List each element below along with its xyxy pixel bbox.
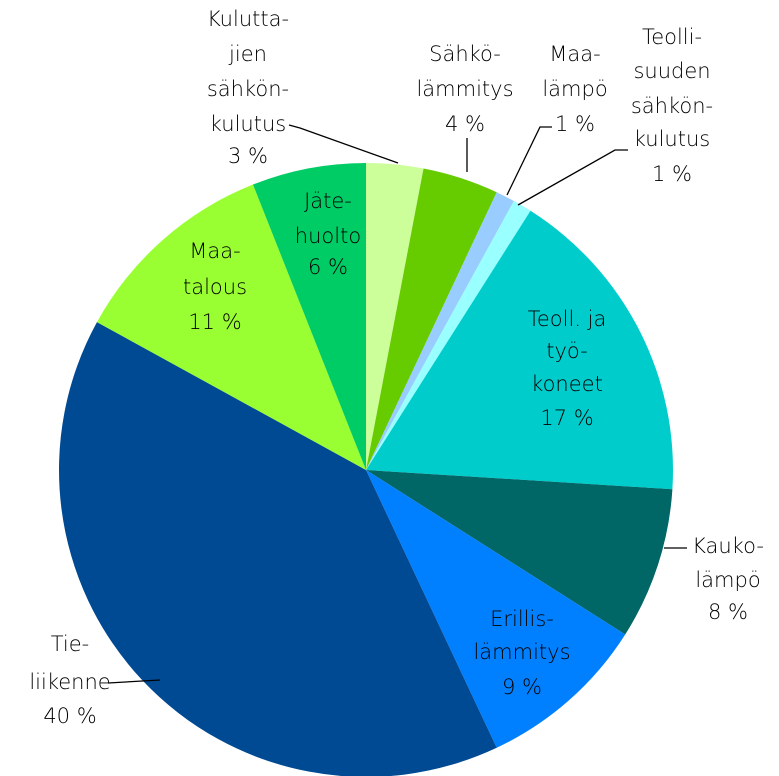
slice-label: Tie- [51, 632, 90, 656]
pie-slice [366, 470, 673, 635]
value-label: 1 % [652, 162, 692, 186]
slice-label: sähkön- [631, 94, 713, 118]
slice-label: koneet [531, 372, 603, 396]
slice-label: sähkön- [207, 77, 289, 101]
slice-label: Sähkö- [429, 42, 501, 66]
value-label: 17 % [540, 406, 593, 430]
slice-label: talous [183, 275, 247, 299]
slice-label: Kauko- [692, 534, 764, 558]
slice-label: suuden [633, 59, 710, 83]
slice-label: huolto [295, 224, 361, 248]
pie-slice [366, 192, 514, 471]
leader-line [107, 679, 161, 684]
value-label: 1 % [555, 112, 595, 136]
value-label: 8 % [708, 600, 748, 624]
leader-line [517, 149, 628, 206]
value-label: 11 % [188, 310, 241, 334]
slice-label: Maa- [549, 42, 600, 66]
pie-slice [59, 322, 497, 776]
value-label: 40 % [43, 704, 96, 728]
slice-label: työ- [546, 339, 587, 363]
slice-label: kulutus [634, 127, 710, 151]
pie-slice [366, 200, 531, 470]
pie-slice [96, 184, 366, 470]
slice-label: lämmitys [416, 77, 513, 101]
slice-label: Erillis- [490, 607, 554, 631]
slice-label: Kulutta- [207, 7, 289, 31]
leader-line [506, 126, 552, 196]
pie-slice [366, 470, 626, 748]
value-label: 3 % [228, 144, 268, 168]
slice-label: lämpö [695, 568, 760, 592]
slice-label: Teolli- [642, 25, 702, 49]
slice-label: jien [228, 42, 267, 66]
slice-label: liikenne [29, 670, 110, 694]
slice-label: lämpö [542, 77, 607, 101]
pie-slice [252, 163, 366, 470]
leader-line [288, 124, 399, 164]
slice-label: Maa- [189, 239, 240, 263]
value-label: 6 % [308, 255, 348, 279]
slice-label: Jäte- [304, 189, 352, 213]
pie-slice [366, 163, 424, 470]
slice-label: lämmitys [473, 640, 570, 664]
value-label: 9 % [502, 675, 542, 699]
value-label: 4 % [445, 112, 485, 136]
pie-slice [366, 168, 497, 471]
pie-slice [366, 210, 673, 490]
slice-label: kulutus [210, 112, 286, 136]
slice-label: Teoll. ja [528, 307, 607, 331]
